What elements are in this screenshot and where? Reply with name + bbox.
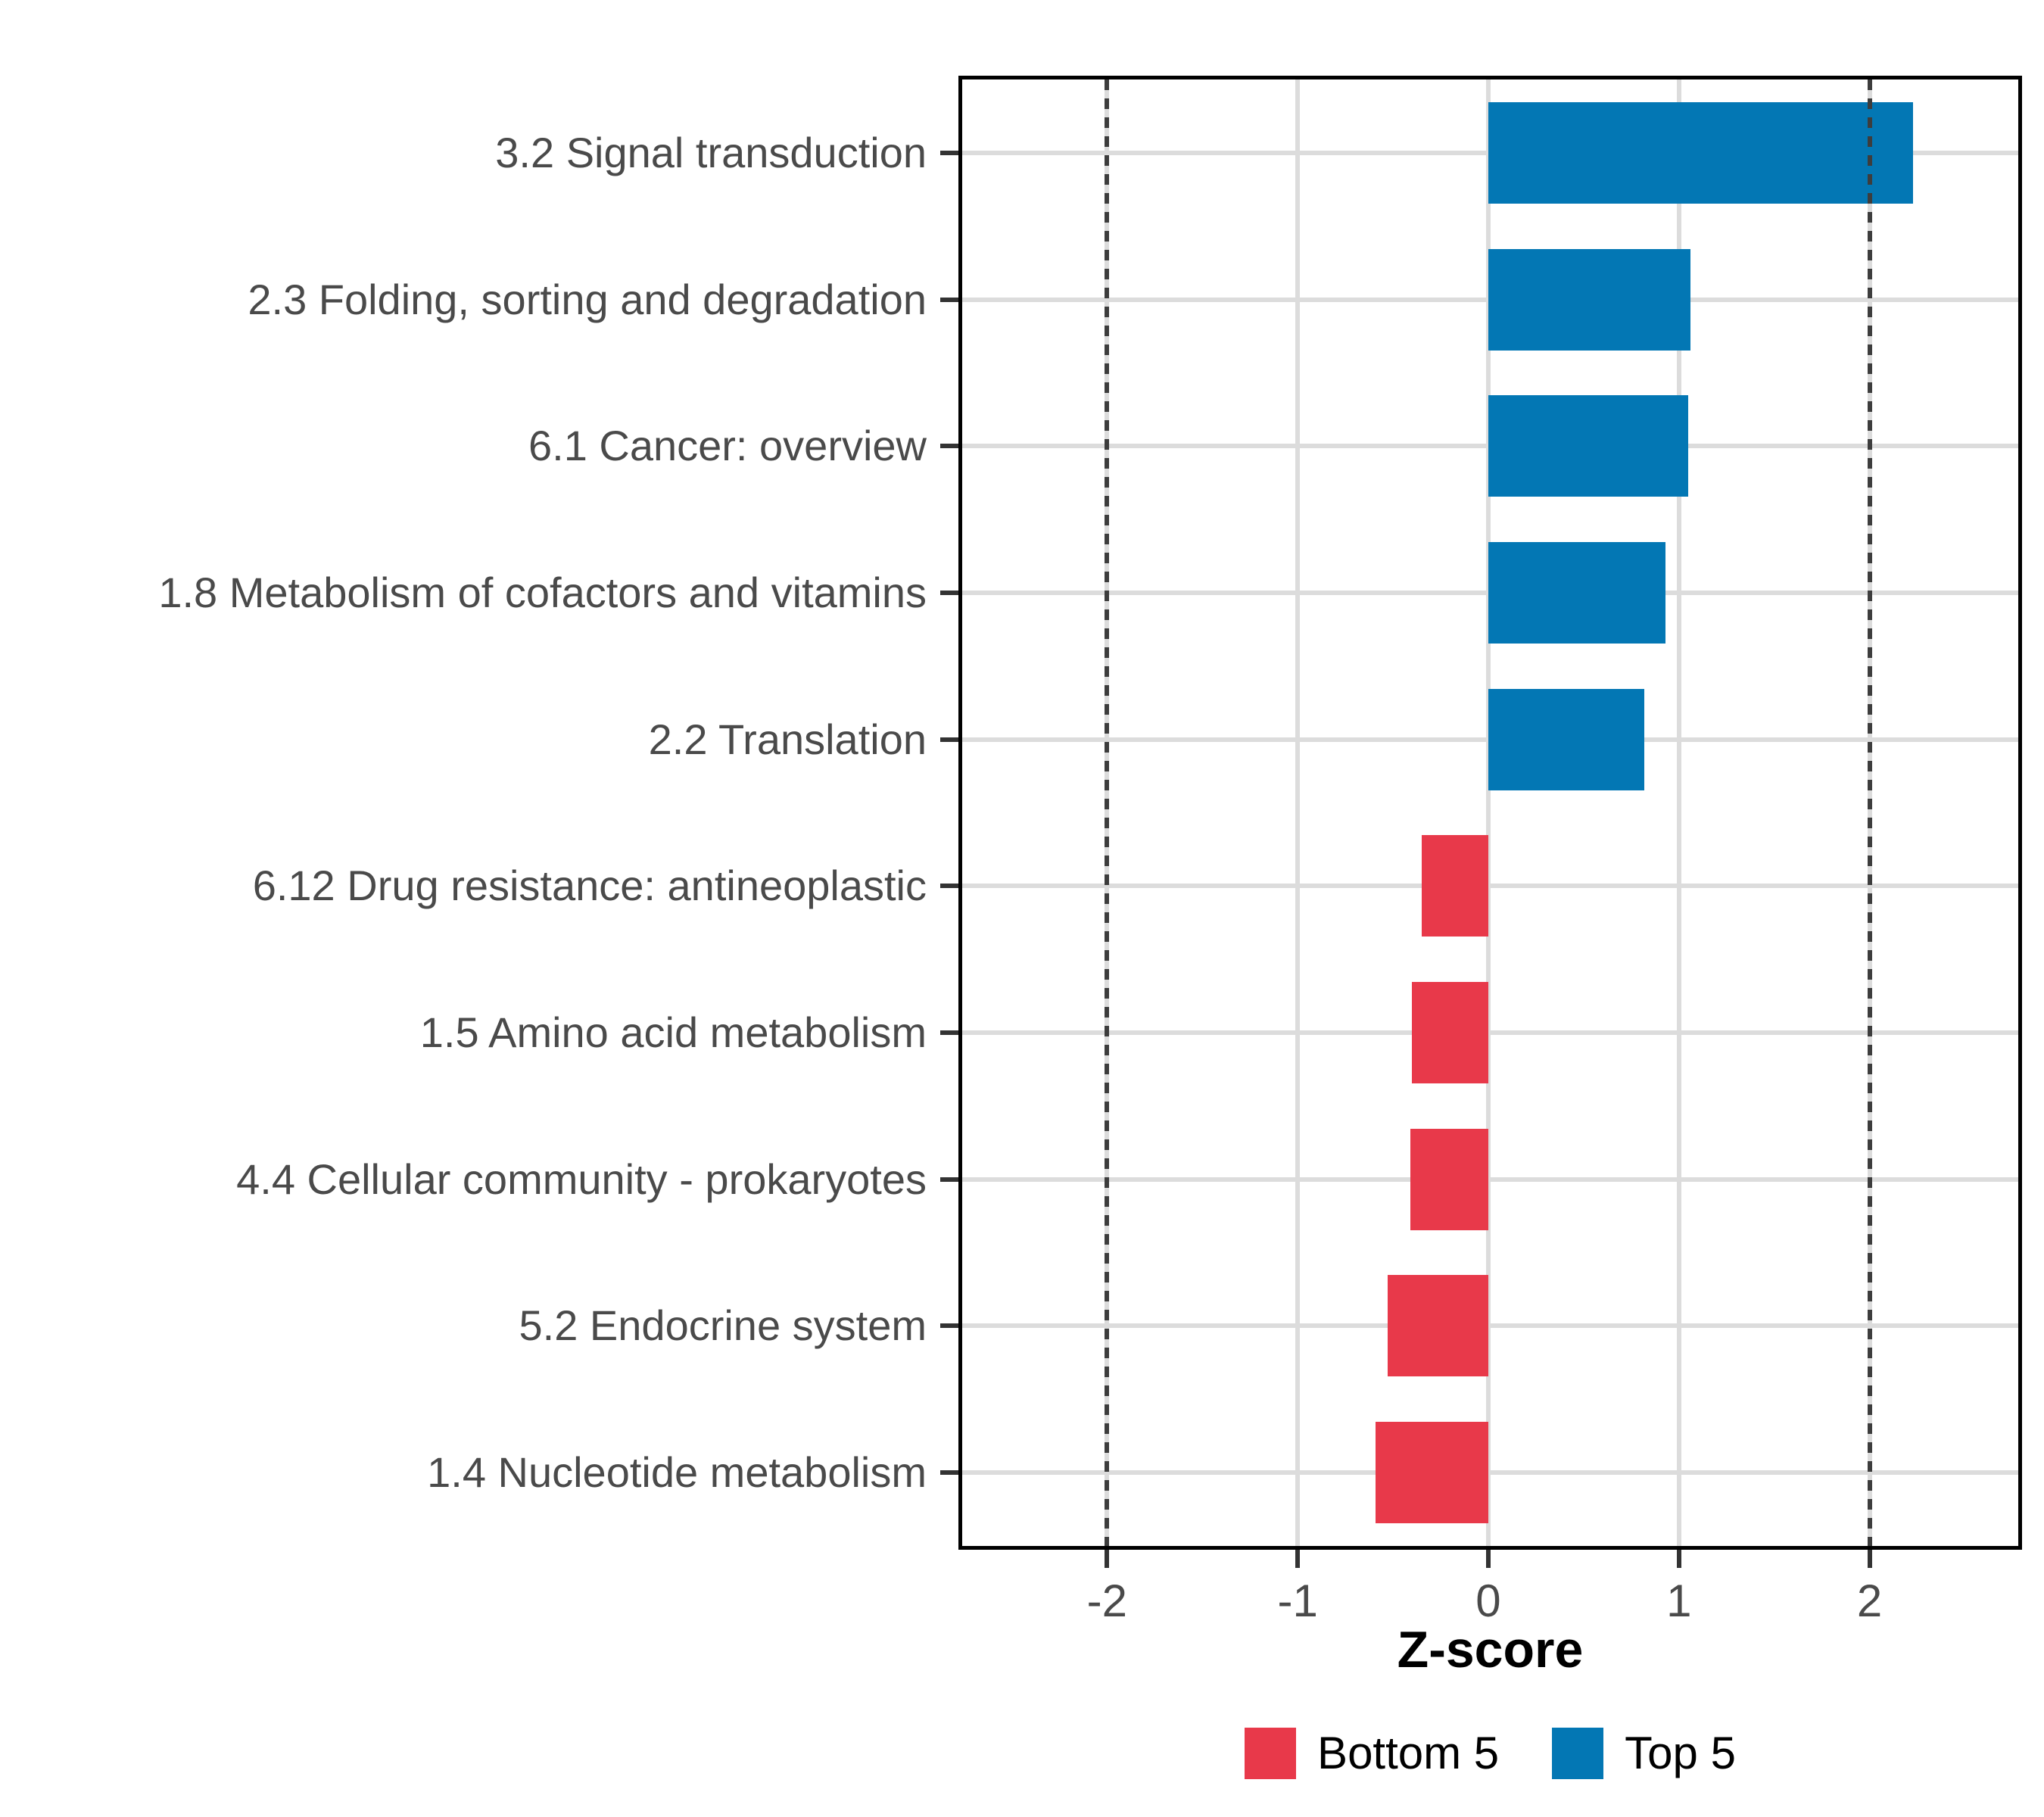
x-axis-tick-label: -1 <box>1277 1575 1318 1626</box>
y-axis-tick <box>940 150 958 155</box>
y-axis-label: 3.2 Signal transduction <box>495 128 927 176</box>
gridline-vertical <box>1485 79 1491 1546</box>
legend: Bottom 5 Top 5 <box>958 1726 2022 1781</box>
y-axis-label: 6.1 Cancer: overview <box>528 422 927 470</box>
x-axis-tick-label: 0 <box>1475 1575 1501 1626</box>
y-axis-tick <box>940 1030 958 1036</box>
y-axis-label: 2.3 Folding, sorting and degradation <box>248 275 927 323</box>
y-axis-label: 1.4 Nucleotide metabolism <box>427 1448 927 1497</box>
y-axis-label: 4.4 Cellular community - prokaryotes <box>236 1155 927 1203</box>
bar-bottom5 <box>1412 982 1488 1084</box>
y-axis-tick <box>940 884 958 889</box>
bar-bottom5 <box>1387 1275 1488 1377</box>
bar-top5 <box>1488 395 1689 497</box>
y-axis-tick <box>940 1470 958 1476</box>
y-axis-label: 6.12 Drug resistance: antineoplastic <box>252 862 927 910</box>
bar-top5 <box>1488 101 1914 204</box>
y-axis-label: 5.2 Endocrine system <box>519 1301 927 1350</box>
x-axis-tick <box>1485 1550 1491 1568</box>
y-axis-tick <box>940 444 958 449</box>
bar-bottom5 <box>1421 835 1488 937</box>
x-axis-title: Z-score <box>1397 1621 1584 1678</box>
y-axis-label: 2.2 Translation <box>648 715 927 763</box>
legend-label-bottom5: Bottom 5 <box>1317 1728 1500 1778</box>
y-axis-label: 1.8 Metabolism of cofactors and vitamins <box>158 568 927 616</box>
plot-panel <box>958 76 2022 1550</box>
x-axis-tick <box>1867 1550 1872 1568</box>
x-axis-tick-label: 1 <box>1666 1575 1692 1626</box>
bar-bottom5 <box>1410 1128 1488 1230</box>
y-axis-tick <box>940 737 958 742</box>
x-axis-tick <box>1295 1550 1301 1568</box>
y-axis-tick <box>940 1323 958 1329</box>
y-axis-tick <box>940 1177 958 1182</box>
gridline-vertical <box>1295 79 1301 1546</box>
x-axis-tick-label: -2 <box>1086 1575 1128 1626</box>
bar-top5 <box>1488 541 1666 644</box>
x-axis-tick <box>1105 1550 1110 1568</box>
reference-line-dotted <box>1105 79 1110 1546</box>
y-axis-label: 1.5 Amino acid metabolism <box>419 1008 927 1057</box>
x-axis-tick <box>1676 1550 1681 1568</box>
y-axis-tick <box>940 590 958 595</box>
legend-label-top5: Top 5 <box>1625 1728 1736 1778</box>
bottom5-color-swatch <box>1245 1728 1297 1779</box>
bar-top5 <box>1488 248 1690 351</box>
legend-item-top5: Top 5 <box>1552 1726 1736 1781</box>
gridline-vertical <box>1676 79 1681 1546</box>
top5-color-swatch <box>1552 1728 1604 1779</box>
x-axis-tick-label: 2 <box>1856 1575 1883 1626</box>
reference-line-dotted <box>1867 79 1872 1546</box>
bar-top5 <box>1488 688 1645 790</box>
bar-bottom5 <box>1376 1422 1488 1524</box>
y-axis-tick <box>940 297 958 302</box>
legend-item-bottom5: Bottom 5 <box>1245 1726 1499 1781</box>
